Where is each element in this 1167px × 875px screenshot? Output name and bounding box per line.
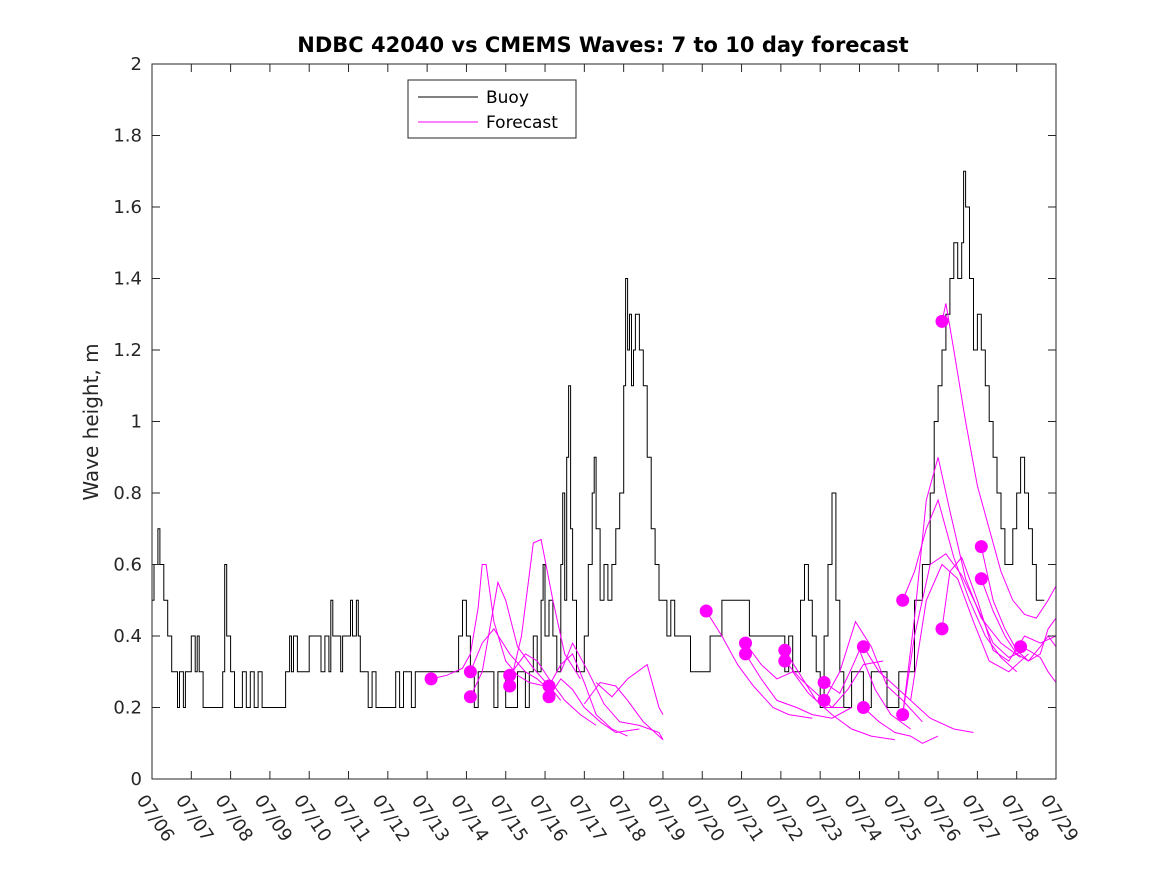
y-axis: 0 0.2 0.4 0.6 0.8 1 1.2 1.4 1.6 1.8 2	[113, 54, 1056, 790]
series-forecast-run-24	[941, 556, 1056, 662]
forecast-marker-22	[974, 572, 988, 586]
series-forecast-run-19	[863, 707, 939, 744]
y-tick-label: 1.4	[113, 269, 142, 290]
forecast-marker-2	[463, 665, 477, 679]
x-tick-label: 07/21	[721, 791, 767, 846]
x-tick-label: 07/19	[643, 791, 689, 846]
forecast-marker-21	[974, 540, 988, 554]
legend: Buoy Forecast	[407, 79, 577, 139]
x-axis: 07/0607/0707/0807/0907/1007/1107/1207/13…	[132, 64, 1082, 846]
y-axis-label: Wave height, m	[79, 343, 103, 500]
x-tick-label: 07/13	[407, 791, 453, 846]
forecast-marker-16	[856, 701, 870, 714]
x-tick-label: 07/09	[250, 791, 296, 846]
x-tick-label: 07/20	[682, 791, 728, 846]
legend-box	[407, 79, 577, 139]
y-tick-label: 1.8	[113, 126, 142, 147]
series-forecast-run-8	[560, 641, 664, 740]
x-tick-label: 07/10	[289, 791, 335, 846]
x-tick-label: 07/27	[957, 791, 1003, 846]
forecast-marker-20	[935, 622, 949, 636]
x-tick-label: 07/23	[800, 791, 846, 846]
legend-buoy-label: Buoy	[486, 88, 529, 108]
x-tick-label: 07/25	[879, 791, 925, 846]
series-forecast-run-18	[862, 646, 974, 733]
series-forecast-run-17	[823, 620, 923, 723]
series-forecast-run-13	[745, 653, 852, 719]
series-forecast-run-28	[1020, 646, 1056, 683]
y-tick-label: 0.8	[113, 483, 142, 504]
forecast-marker-1	[424, 672, 438, 686]
x-tick-label: 07/24	[839, 791, 885, 846]
forecast-marker-4	[503, 668, 517, 682]
series-buoy-line	[152, 170, 1045, 708]
forecast-marker-7	[542, 690, 556, 704]
forecast-marker-3	[463, 690, 477, 704]
y-tick-label: 2	[131, 54, 142, 75]
x-tick-label: 07/07	[171, 791, 217, 846]
x-tick-label: 07/17	[564, 791, 610, 846]
series-forecast-run-27	[980, 578, 1056, 662]
x-tick-label: 07/12	[368, 791, 414, 846]
x-tick-label: 07/08	[210, 791, 256, 846]
x-tick-label: 07/29	[1036, 791, 1082, 846]
series-forecast-run-26	[980, 546, 1056, 662]
y-tick-label: 1.6	[113, 197, 142, 218]
x-tick-label: 07/14	[446, 791, 492, 846]
y-tick-label: 0	[131, 769, 142, 790]
y-tick-label: 1	[131, 412, 142, 433]
x-tick-label: 07/15	[486, 791, 532, 846]
forecast-marker-23	[1014, 640, 1028, 654]
y-tick-label: 1.2	[113, 340, 142, 361]
series-forecast-run-4	[509, 538, 581, 687]
series-forecast-run-10	[595, 663, 664, 715]
y-tick-label: 0.6	[113, 555, 142, 576]
series-forecast-run-7	[548, 678, 640, 734]
chart-title: NDBC 42040 vs CMEMS Waves: 7 to 10 day f…	[297, 33, 908, 57]
series-forecast-run-14	[784, 650, 895, 741]
series-forecast-run-5	[509, 653, 597, 726]
forecast-marker-17	[896, 593, 910, 607]
series-forecast-run-1	[430, 564, 546, 687]
forecast-marker-8	[699, 604, 713, 618]
forecast-marker-15	[856, 640, 870, 654]
x-tick-label: 07/16	[525, 791, 571, 846]
y-tick-label: 0.2	[113, 698, 142, 719]
forecast-marker-6	[542, 679, 556, 693]
series-forecast-run-9	[583, 681, 664, 741]
forecast-marker-18	[896, 708, 910, 722]
forecast-marker-14	[817, 693, 831, 707]
forecast-marker-12	[778, 654, 792, 668]
series-forecast-run-20	[902, 457, 1021, 715]
forecast-marker-5	[503, 679, 517, 693]
forecast-marker-19	[935, 314, 949, 328]
x-tick-label: 07/26	[918, 791, 964, 846]
forecast-marker-9	[739, 636, 752, 650]
x-tick-label: 07/11	[328, 791, 374, 846]
plot-data-layer	[152, 170, 1056, 744]
forecast-marker-11	[778, 643, 792, 657]
series-forecast-run-21	[902, 498, 1018, 673]
x-tick-label: 07/28	[997, 791, 1043, 846]
y-tick-label: 0.4	[113, 626, 142, 647]
series-forecast-run-25	[941, 303, 1056, 619]
series-forecast-run-11	[705, 610, 813, 719]
x-tick-label: 07/18	[604, 791, 650, 846]
series-forecast-run-2	[469, 628, 550, 690]
forecast-marker-13	[817, 676, 831, 689]
x-tick-label: 07/22	[761, 791, 807, 846]
legend-forecast-label: Forecast	[486, 113, 558, 133]
x-tick-label: 07/06	[132, 791, 178, 846]
series-forecast-run-22	[902, 553, 1025, 715]
forecast-marker-10	[739, 647, 752, 661]
series-forecast-run-23	[910, 563, 1029, 701]
series-forecast-run-15	[784, 660, 884, 709]
series-forecast-run-6	[548, 653, 628, 737]
